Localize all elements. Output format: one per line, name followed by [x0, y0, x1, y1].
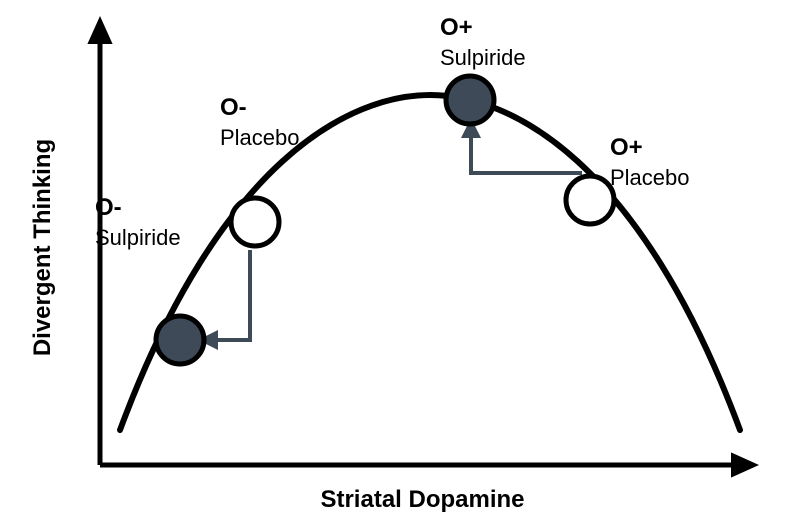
label-top-o_plus_sulpiride: O+ [440, 14, 473, 41]
label-bottom-o_plus_placebo: Placebo [610, 165, 690, 190]
point-o_plus_placebo [566, 176, 614, 224]
label-top-o_minus_placebo: O- [220, 94, 247, 121]
label-bottom-o_minus_placebo: Placebo [220, 125, 300, 150]
point-o_minus_placebo [231, 198, 279, 246]
axes [87, 16, 759, 478]
diagram-canvas: O- Sulpiride O- Placebo O+ Sulpiride O+ Placebo… [0, 0, 792, 528]
label-bottom-o_plus_sulpiride: Sulpiride [440, 45, 526, 70]
arrow_left [208, 250, 250, 340]
inverted-u-curve [120, 95, 740, 430]
x-axis-label: Striatal Dopamine [320, 486, 524, 513]
label-bottom-o_minus_sulpiride: Sulpiride [95, 225, 181, 250]
label-top-o_minus_sulpiride: O- [95, 194, 122, 221]
point-o_plus_sulpiride [446, 76, 494, 124]
label-top-o_plus_placebo: O+ [610, 134, 643, 161]
point-o_minus_sulpiride [156, 316, 204, 364]
y-axis-label: Divergent Thinking [29, 139, 56, 356]
